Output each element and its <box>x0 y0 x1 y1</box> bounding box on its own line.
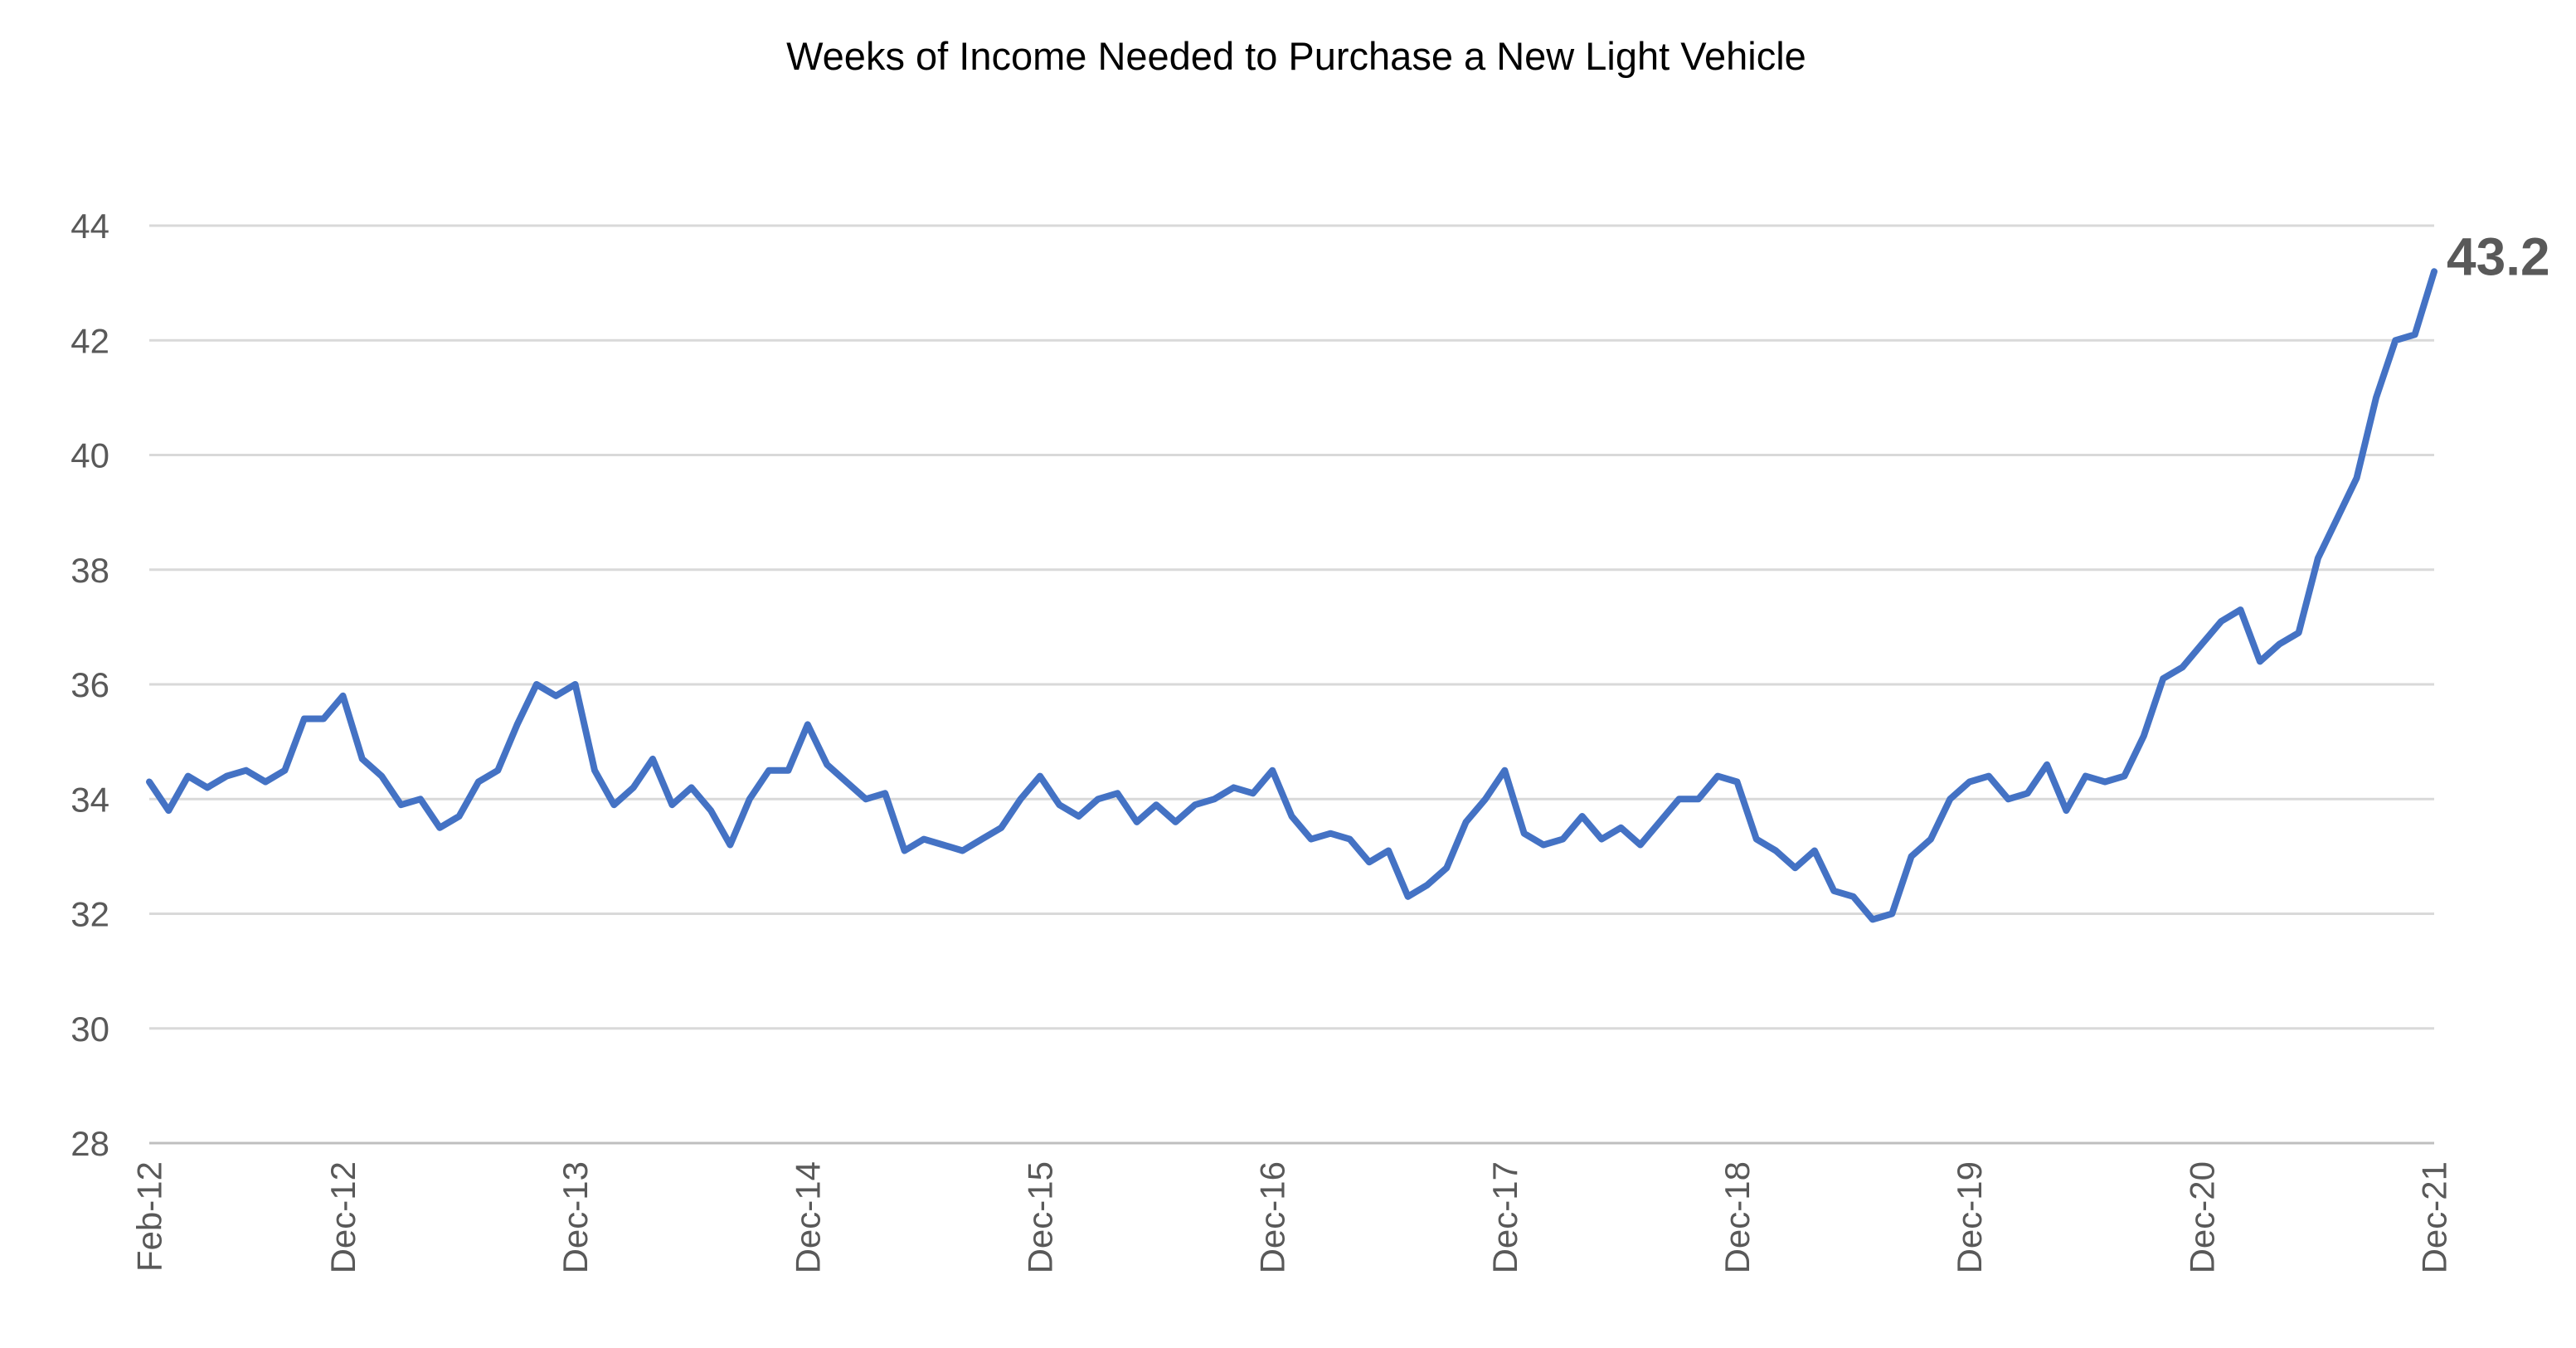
series-line <box>146 268 2437 923</box>
x-tick-label: Dec-19 <box>1950 1161 1989 1273</box>
series-lines <box>146 268 2437 923</box>
end-value-label: 43.2 <box>2447 226 2550 286</box>
x-tick-label: Dec-17 <box>1485 1161 1524 1273</box>
y-tick-label: 42 <box>70 321 109 360</box>
y-tick-label: 34 <box>70 780 109 819</box>
x-tick-label: Dec-15 <box>1020 1161 1059 1273</box>
y-tick-label: 40 <box>70 436 109 475</box>
x-tick-label: Dec-14 <box>788 1161 827 1273</box>
y-axis-tick-labels: 28 30 32 34 36 38 40 42 44 <box>70 207 109 1163</box>
y-tick-label: 36 <box>70 665 109 704</box>
y-tick-label: 44 <box>70 207 109 246</box>
y-tick-label: 28 <box>70 1124 109 1163</box>
x-tick-label: Feb-12 <box>130 1161 169 1272</box>
x-tick-label: Dec-12 <box>323 1161 362 1273</box>
x-tick-label: Dec-16 <box>1253 1161 1292 1273</box>
x-tick-label: Dec-13 <box>556 1161 595 1273</box>
x-axis-tick-labels: Feb-12 Dec-12 Dec-13 Dec-14 Dec-15 Dec-16 Dec-… <box>130 1161 2454 1273</box>
x-tick-label: Dec-21 <box>2415 1161 2454 1273</box>
gridlines <box>149 224 2434 1030</box>
x-tick-label: Dec-18 <box>1718 1161 1757 1273</box>
x-tick-label: Dec-20 <box>2182 1161 2221 1273</box>
y-tick-label: 30 <box>70 1010 109 1049</box>
y-tick-label: 32 <box>70 895 109 934</box>
y-tick-label: 38 <box>70 551 109 590</box>
chart-title: Weeks of Income Needed to Purchase a New… <box>786 34 1806 78</box>
